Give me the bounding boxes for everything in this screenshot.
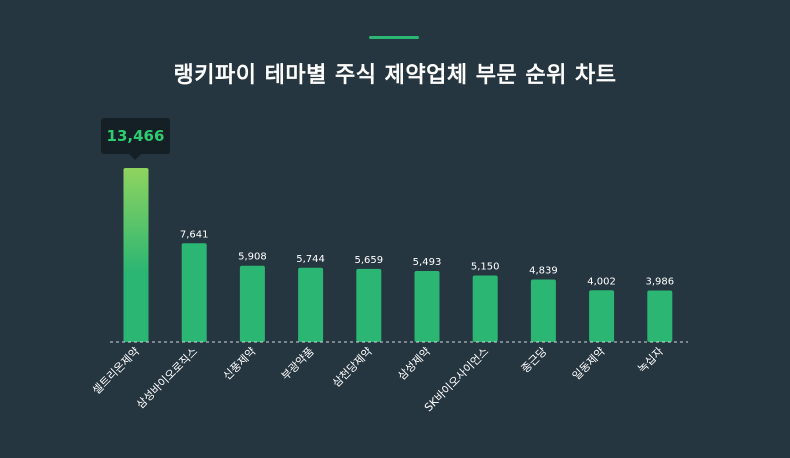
bar-10 (647, 290, 673, 342)
value-tooltip: 13,466 (101, 118, 170, 154)
category-label-9: 일동제약 (569, 344, 608, 383)
bar-3 (239, 265, 265, 342)
bar-7 (472, 275, 498, 342)
tooltip-value: 13,466 (106, 127, 165, 145)
chart-title: 랭키파이 테마별 주식 제약업체 부문 순위 차트 (173, 63, 617, 88)
value-label-4: 5,744 (296, 254, 325, 265)
tooltip-pointer (129, 154, 141, 160)
category-label-1: 셀트리온제약 (89, 344, 142, 397)
bar-4 (298, 267, 324, 342)
value-label-7: 5,150 (471, 262, 500, 273)
value-label-10: 3,986 (645, 277, 674, 288)
value-label-9: 4,002 (587, 276, 616, 287)
category-label-10: 녹십자 (635, 345, 666, 376)
value-label-5: 5,659 (354, 255, 383, 266)
value-label-2: 7,641 (180, 229, 209, 240)
category-label-4: 부광약품 (278, 344, 317, 383)
labels-layer: 셀트리온제약 7,641 삼성바이오로직스 5,908 신풍제약 5,744 부광약품 5,6… (89, 229, 674, 414)
value-label-6: 5,493 (413, 257, 442, 268)
bar-8 (530, 279, 556, 342)
bar-9 (589, 290, 615, 342)
category-label-6: 삼성제약 (395, 344, 434, 383)
bars-layer (123, 168, 673, 342)
bar-5 (356, 268, 382, 342)
category-label-7: SK바이오사이언스 (422, 345, 491, 414)
category-label-5: 삼천당제약 (329, 344, 375, 390)
title-accent-line (369, 36, 419, 39)
category-label-2: 삼성바이오로직스 (134, 345, 200, 411)
category-label-3: 신풍제약 (220, 344, 259, 383)
value-label-8: 4,839 (529, 266, 558, 277)
value-label-3: 5,908 (238, 252, 267, 263)
bar-2 (181, 243, 207, 342)
bar-6 (414, 271, 440, 342)
bar-1 (123, 168, 149, 342)
category-label-8: 종근당 (519, 345, 550, 376)
